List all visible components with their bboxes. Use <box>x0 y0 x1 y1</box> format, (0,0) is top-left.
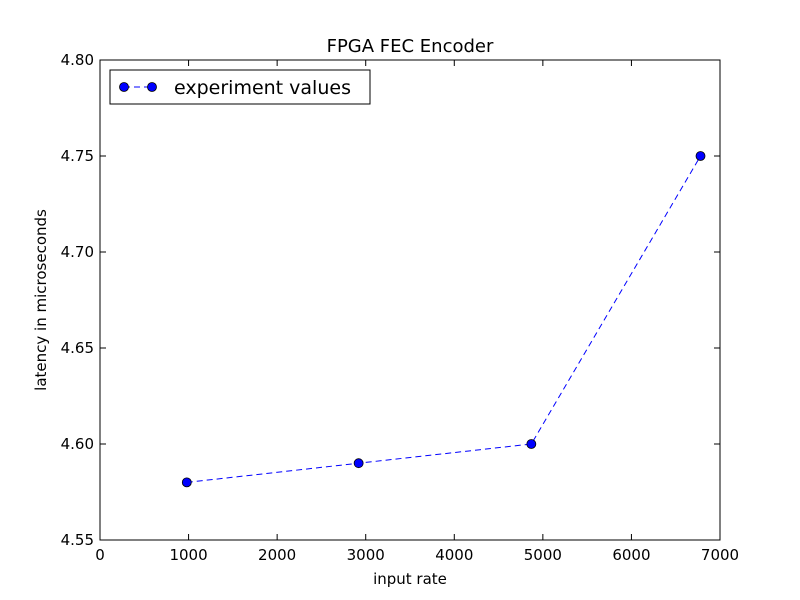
data-point <box>695 151 706 161</box>
y-tick-label: 4.75 <box>61 147 94 165</box>
x-tick-label: 2000 <box>258 546 296 564</box>
legend-label: experiment values <box>174 77 351 99</box>
series-layer <box>181 151 706 488</box>
plot-area-frame <box>99 59 721 541</box>
data-point <box>526 439 537 449</box>
chart-title: FPGA FEC Encoder <box>327 36 494 57</box>
x-tick-label: 3000 <box>347 546 385 564</box>
x-tick-label: 5000 <box>524 546 562 564</box>
data-point <box>353 458 364 469</box>
x-axis-label: input rate <box>373 570 447 588</box>
y-axis-label: latency in microseconds <box>32 209 50 391</box>
y-tick-label: 4.65 <box>61 339 94 357</box>
legend: experiment values <box>109 69 371 105</box>
y-tick-label: 4.80 <box>61 51 94 69</box>
data-point <box>181 477 192 488</box>
y-tick-label: 4.55 <box>61 531 94 549</box>
legend-marker <box>147 82 157 92</box>
y-axis-ticks: 4.55 4.60 4.65 4.70 4.75 4.80 <box>61 51 720 549</box>
x-tick-label: 7000 <box>701 546 739 564</box>
y-tick-label: 4.70 <box>61 243 94 261</box>
legend-marker <box>119 82 129 92</box>
series-line <box>186 155 701 483</box>
x-tick-label: 6000 <box>612 546 650 564</box>
y-tick-label: 4.60 <box>61 435 94 453</box>
x-axis-ticks: 0 1000 2000 3000 4000 5000 6000 7000 <box>95 60 739 564</box>
x-tick-label: 4000 <box>435 546 473 564</box>
x-tick-label: 0 <box>95 546 105 564</box>
x-tick-label: 1000 <box>169 546 207 564</box>
